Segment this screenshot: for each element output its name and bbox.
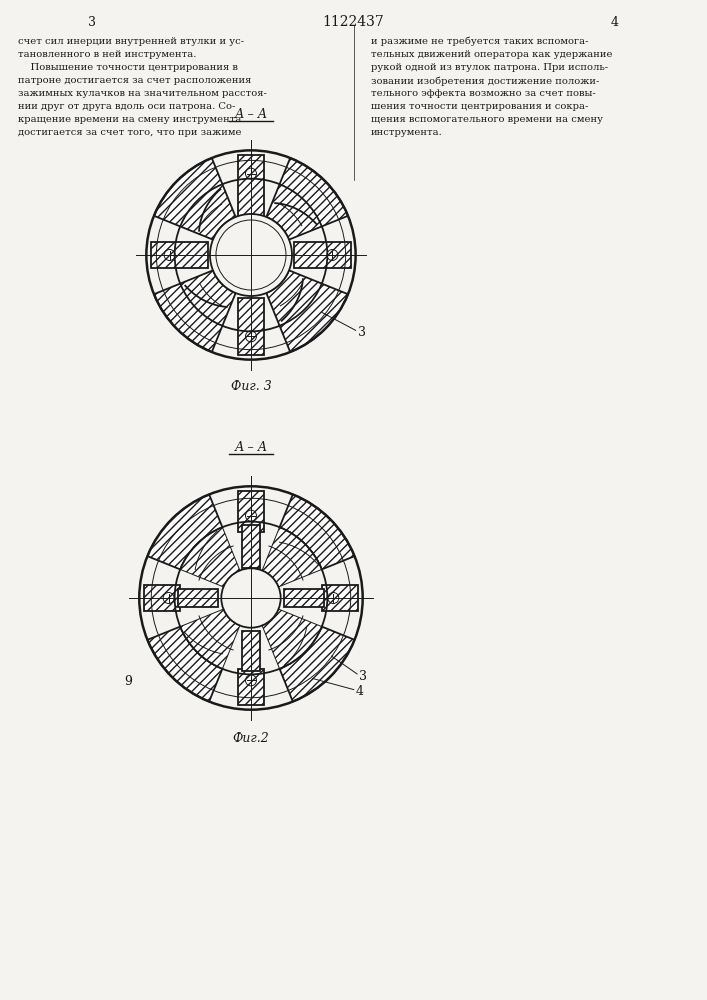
Bar	[242, 525, 260, 568]
Wedge shape	[267, 158, 348, 240]
Text: зовании изобретения достижение положи-: зовании изобретения достижение положи-	[371, 76, 600, 86]
Wedge shape	[148, 494, 223, 569]
Text: достигается за счет того, что при зажиме: достигается за счет того, что при зажиме	[18, 128, 241, 137]
Wedge shape	[154, 158, 235, 240]
Text: патроне достигается за счет расположения: патроне достигается за счет расположения	[18, 76, 251, 85]
Text: тановленного в ней инструмента.: тановленного в ней инструмента.	[18, 50, 196, 59]
Text: и разжиме не требуется таких вспомога-: и разжиме не требуется таких вспомога-	[371, 37, 589, 46]
Text: Повышение точности центрирования в: Повышение точности центрирования в	[18, 63, 238, 72]
Text: счет сил инерции внутренней втулки и ус-: счет сил инерции внутренней втулки и ус-	[18, 37, 244, 46]
Wedge shape	[154, 270, 235, 352]
Circle shape	[221, 568, 281, 628]
Text: инструмента.: инструмента.	[371, 128, 443, 137]
Wedge shape	[148, 627, 223, 702]
Bar	[151, 242, 208, 268]
Text: щения вспомогательного времени на смену: щения вспомогательного времени на смену	[371, 115, 603, 124]
Bar	[238, 669, 264, 705]
Text: 9: 9	[124, 675, 132, 688]
Bar	[284, 589, 325, 607]
Circle shape	[210, 214, 292, 296]
Text: 4: 4	[611, 15, 619, 28]
Wedge shape	[279, 627, 354, 702]
Text: А – А: А – А	[234, 441, 268, 454]
Text: нии друг от друга вдоль оси патрона. Со-: нии друг от друга вдоль оси патрона. Со-	[18, 102, 235, 111]
Wedge shape	[180, 609, 240, 669]
Bar	[238, 491, 264, 532]
Bar	[144, 585, 180, 611]
Text: 4: 4	[356, 685, 364, 698]
Text: 3: 3	[358, 326, 366, 339]
Text: Фиг. 3: Фиг. 3	[230, 380, 271, 393]
Text: Фиг.2: Фиг.2	[233, 732, 269, 745]
Bar	[238, 155, 264, 217]
Text: 3: 3	[88, 15, 96, 28]
Bar	[238, 298, 264, 355]
Wedge shape	[262, 527, 322, 587]
Bar	[322, 585, 358, 611]
Text: А – А: А – А	[234, 108, 268, 121]
Wedge shape	[262, 609, 322, 669]
Text: тельных движений оператора как удержание: тельных движений оператора как удержание	[371, 50, 613, 59]
Bar	[242, 631, 260, 671]
Bar	[177, 589, 218, 607]
Text: 3: 3	[359, 670, 368, 683]
Bar	[294, 242, 351, 268]
Wedge shape	[267, 270, 348, 352]
Text: тельного эффекта возможно за счет повы-: тельного эффекта возможно за счет повы-	[371, 89, 596, 98]
Text: шения точности центрирования и сокра-: шения точности центрирования и сокра-	[371, 102, 588, 111]
Text: рукой одной из втулок патрона. При исполь-: рукой одной из втулок патрона. При испол…	[371, 63, 608, 72]
Text: зажимных кулачков на значительном расстоя-: зажимных кулачков на значительном рассто…	[18, 89, 267, 98]
Text: кращение времени на смену инструмента: кращение времени на смену инструмента	[18, 115, 241, 124]
Wedge shape	[279, 494, 354, 569]
Wedge shape	[180, 527, 240, 587]
Text: 1122437: 1122437	[322, 15, 385, 29]
